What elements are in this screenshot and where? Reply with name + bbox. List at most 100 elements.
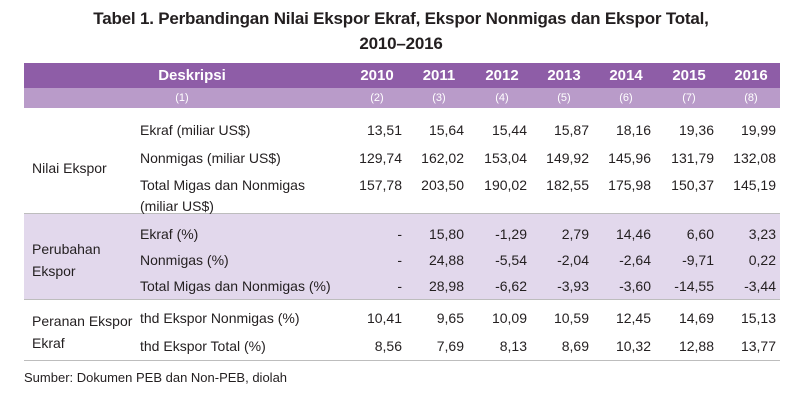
row-desc: thd Ekspor Total (%) (140, 338, 266, 354)
header-year: 2015 (672, 67, 706, 84)
table-cell-value: 13,51 (366, 122, 402, 138)
table-cell-value: 10,59 (553, 310, 589, 326)
table-cell-value: 0,22 (748, 252, 776, 268)
table-cell-value: 28,98 (428, 278, 464, 294)
header-year: 2011 (422, 67, 456, 84)
row-desc: Total Migas dan Nonmigas (%) (140, 278, 331, 294)
row-desc: Nonmigas (miliar US$) (140, 150, 281, 166)
table-cell-value: 15,44 (491, 122, 527, 138)
table-cell-value: 131,79 (671, 150, 714, 166)
table-cell-value: 149,92 (546, 150, 589, 166)
table-cell-value: 12,88 (678, 338, 714, 354)
table-cell-value: 24,88 (428, 252, 464, 268)
table-cell-value: 190,02 (484, 177, 527, 193)
table-cell-value: 162,02 (421, 150, 464, 166)
table-cell-value: 182,55 (546, 177, 589, 193)
column-number: (4) (495, 92, 509, 104)
table-cell-value: 7,69 (436, 338, 464, 354)
column-number-row: (1) (2) (3) (4) (5) (6) (7) (8) (24, 88, 780, 108)
row-desc: Nonmigas (%) (140, 252, 229, 268)
table-cell-value: -5,54 (495, 252, 527, 268)
group-band-nilai-ekspor (24, 114, 780, 213)
row-divider (24, 299, 780, 300)
row-desc: Ekraf (%) (140, 226, 199, 242)
table-cell-value: 150,37 (671, 177, 714, 193)
row-desc: Total Migas dan Nonmigas (miliar US$) (140, 176, 305, 215)
header-deskripsi: Deskripsi (158, 67, 226, 84)
table-title-line-1: Tabel 1. Perbandingan Nilai Ekspor Ekraf… (93, 9, 709, 28)
column-number: (5) (557, 92, 571, 104)
row-divider (24, 213, 780, 214)
table-cell-value: 157,78 (359, 177, 402, 193)
table-cell-value: 14,69 (678, 310, 714, 326)
table-title-line-2: 2010–2016 (359, 34, 443, 53)
column-number: (3) (432, 92, 446, 104)
table-cell-value: 9,65 (436, 310, 464, 326)
group-label-line: Ekraf (32, 335, 65, 351)
table-cell-value: 10,09 (491, 310, 527, 326)
table-cell-value: -3,93 (557, 278, 589, 294)
table-cell-value: -6,62 (495, 278, 527, 294)
table-cell-value: 3,23 (748, 226, 776, 242)
column-number: (2) (370, 92, 384, 104)
table-cell-value: - (397, 226, 402, 242)
header-year: 2016 (734, 67, 768, 84)
table-cell-value: -14,55 (674, 278, 714, 294)
group-label-peranan-ekspor: Peranan Ekspor Ekraf (32, 310, 132, 354)
table-cell-value: 19,36 (678, 122, 714, 138)
table-cell-value: -1,29 (495, 226, 527, 242)
table-cell-value: -3,44 (744, 278, 776, 294)
table-cell-value: 8,69 (561, 338, 589, 354)
table-cell-value: 8,56 (374, 338, 402, 354)
row-desc-line: Total Migas dan Nonmigas (140, 177, 305, 193)
group-label-line: Ekspor (32, 263, 76, 279)
table-cell-value: 203,50 (421, 177, 464, 193)
header-year: 2014 (609, 67, 643, 84)
table-cell-value: - (397, 252, 402, 268)
table-cell-value: 15,87 (553, 122, 589, 138)
table-cell-value: 19,99 (740, 122, 776, 138)
table-cell-value: 145,19 (733, 177, 776, 193)
table-cell-value: -2,64 (619, 252, 651, 268)
group-label-line: Peranan Ekspor (32, 313, 133, 329)
table-cell-value: 10,32 (615, 338, 651, 354)
source-note: Sumber: Dokumen PEB dan Non-PEB, diolah (24, 370, 288, 385)
table-cell-value: 13,77 (740, 338, 776, 354)
group-band-peranan-ekspor (24, 299, 780, 360)
table-cell-value: 145,96 (608, 150, 651, 166)
table-cell-value: 10,41 (366, 310, 402, 326)
row-desc-line: (miliar US$) (140, 198, 214, 214)
table-cell-value: 15,13 (740, 310, 776, 326)
table-cell-value: -9,71 (682, 252, 714, 268)
table-cell-value: 12,45 (615, 310, 651, 326)
row-divider (24, 360, 780, 361)
column-number: (6) (619, 92, 633, 104)
column-number: (7) (682, 92, 696, 104)
header-year: 2010 (360, 67, 394, 84)
header-year: 2013 (547, 67, 581, 84)
table-cell-value: 18,16 (615, 122, 651, 138)
row-desc: thd Ekspor Nonmigas (%) (140, 310, 300, 326)
table-cell-value: -2,04 (557, 252, 589, 268)
column-number: (8) (744, 92, 758, 104)
group-band-perubahan-ekspor (24, 213, 780, 299)
table-cell-value: 15,64 (428, 122, 464, 138)
table-cell-value: 175,98 (608, 177, 651, 193)
column-number: (1) (175, 92, 189, 104)
table-cell-value: 6,60 (686, 226, 714, 242)
group-label-line: Nilai Ekspor (32, 160, 107, 176)
table-cell-value: -3,60 (619, 278, 651, 294)
table-cell-value: 132,08 (733, 150, 776, 166)
group-label-nilai-ekspor: Nilai Ekspor (32, 157, 107, 179)
group-label-perubahan-ekspor: Perubahan Ekspor (32, 238, 101, 282)
table-header-row: Deskripsi 2010 2011 2012 2013 2014 2015 … (24, 63, 780, 88)
table-cell-value: 8,13 (499, 338, 527, 354)
group-label-line: Perubahan (32, 241, 101, 257)
table-cell-value: 2,79 (561, 226, 589, 242)
table-cell-value: - (397, 278, 402, 294)
table-cell-value: 15,80 (428, 226, 464, 242)
row-desc: Ekraf (miliar US$) (140, 122, 251, 138)
table-cell-value: 129,74 (359, 150, 402, 166)
header-year: 2012 (485, 67, 519, 84)
table-cell-value: 153,04 (484, 150, 527, 166)
